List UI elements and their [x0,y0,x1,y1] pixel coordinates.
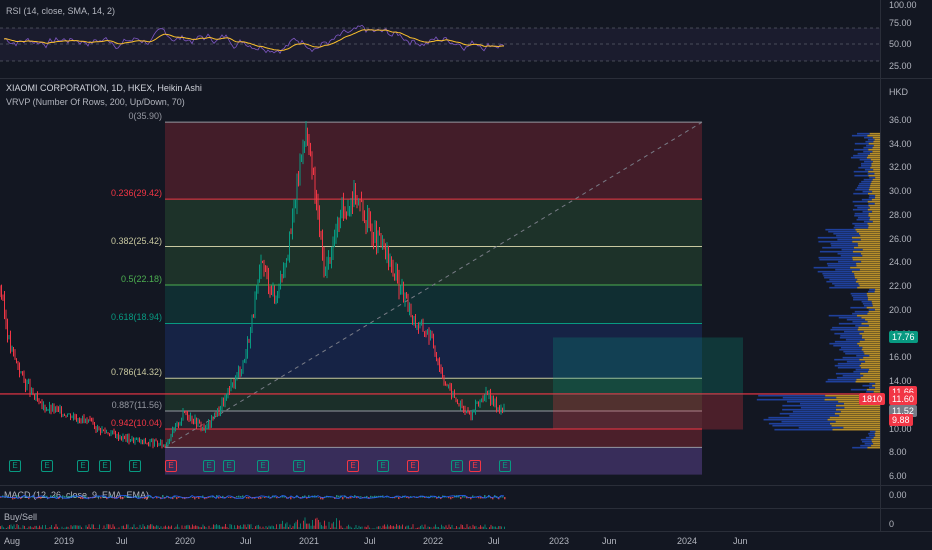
price-tick: 24.00 [889,257,912,268]
time-tick: Jun [733,536,748,546]
rsi-tick: 25.00 [889,61,912,71]
earnings-marker[interactable]: E [9,460,21,473]
price-tick: 20.00 [889,304,912,315]
price-tag: 11.60 [889,392,917,405]
time-tick: Aug [4,536,21,546]
price-tag: 1810 [859,392,886,405]
price-tick: 8.00 [889,447,907,458]
earnings-marker[interactable]: E [165,460,177,473]
time-tick: 2023 [549,536,570,546]
price-tick: 16.00 [889,352,912,363]
buysell-tick: 0 [889,519,895,529]
price-tick: 28.00 [889,209,912,220]
price-tick: 22.00 [889,281,912,292]
earnings-marker[interactable]: E [41,460,53,473]
price-tag: 11.52 [889,404,917,417]
earnings-marker[interactable]: E [499,460,511,473]
price-chart [0,120,880,475]
earnings-marker[interactable]: E [451,460,463,473]
earnings-marker[interactable]: E [223,460,235,473]
fib-level-label: 0.382(25.42) [110,235,162,246]
price-tag: 9.88 [889,414,913,427]
fib-level-label: 0(35.90) [128,111,162,122]
price-tick: 32.00 [889,162,912,173]
rsi-chart [0,24,880,62]
earnings-marker[interactable]: E [347,460,359,473]
time-tick: 2019 [54,536,75,546]
macd-axis[interactable]: 0.00 [880,486,932,508]
buysell-axis[interactable]: 0 [880,509,932,531]
rsi-axis[interactable]: 100.00 75.00 50.00 25.00 [880,0,932,78]
time-tick: 2024 [677,536,698,546]
earnings-marker[interactable]: E [129,460,141,473]
price-axis[interactable]: HKD 36.00 34.00 32.00 30.00 28.00 26.00 24.00 2… [859,79,932,485]
fib-level-label: 0.5(22.18) [120,273,162,284]
fib-level-label: 0.236(29.42) [110,188,162,199]
buysell-chart [0,517,505,529]
earnings-marker[interactable]: E [293,460,305,473]
rsi-title: RSI (14, close, SMA, 14, 2) [6,6,116,16]
fib-level-label: 0.786(14.32) [110,367,162,378]
time-tick: 2021 [299,536,320,546]
price-tick: 26.00 [889,233,912,244]
price-tick: 10.00 [889,423,912,434]
macd-pane[interactable]: MACD (12, 26, close, 9, EMA, EMA) [0,486,880,508]
time-tick: Jul [488,536,500,546]
currency-label: HKD [889,87,909,97]
fib-level-label: 0.618(18.94) [110,312,162,323]
macd-title: MACD (12, 26, close, 9, EMA, EMA) [4,490,150,500]
buysell-pane[interactable]: Buy/Sell [0,509,880,531]
rsi-pane[interactable]: RSI (14, close, SMA, 14, 2) [0,0,880,78]
fib-level-label: 0.942(10.04) [110,418,162,429]
rsi-tick: 100.00 [889,0,917,10]
rsi-tick: 75.00 [889,18,912,28]
earnings-marker[interactable]: E [377,460,389,473]
time-tick: 2020 [175,536,196,546]
price-tick: 36.00 [889,115,912,125]
main-chart-pane[interactable]: XIAOMI CORPORATION, 1D, HKEX, Heikin Ash… [0,79,880,485]
symbol-title: XIAOMI CORPORATION, 1D, HKEX, Heikin Ash… [6,83,202,93]
rsi-tick: 50.00 [889,39,912,49]
earnings-marker[interactable]: E [99,460,111,473]
fib-level-label: 0.887(11.56) [111,400,162,411]
time-tick: 2022 [423,536,444,546]
buysell-title: Buy/Sell [4,512,38,522]
earnings-marker[interactable]: E [203,460,215,473]
macd-tick: 0.00 [889,490,907,500]
time-tick: Jul [364,536,376,546]
macd-chart [0,495,506,500]
time-tick: Jul [240,536,252,546]
time-tick: Jul [116,536,128,546]
time-tick: Jun [602,536,617,546]
price-tag: 17.76 [889,331,918,344]
price-tick: 30.00 [889,186,912,197]
time-axis[interactable]: Aug 2019 Jul 2020 Jul 2021 Jul 2022 Jul 2023 Jun 20… [0,532,880,550]
price-tick: 6.00 [889,471,907,481]
vrvp-title: VRVP (Number Of Rows, 200, Up/Down, 70) [6,97,185,107]
earnings-marker[interactable]: E [407,460,419,473]
earnings-marker[interactable]: E [257,460,269,473]
earnings-marker[interactable]: E [469,460,481,473]
earnings-marker[interactable]: E [77,460,89,473]
price-tick: 14.00 [889,376,912,387]
price-tick: 34.00 [889,138,912,149]
